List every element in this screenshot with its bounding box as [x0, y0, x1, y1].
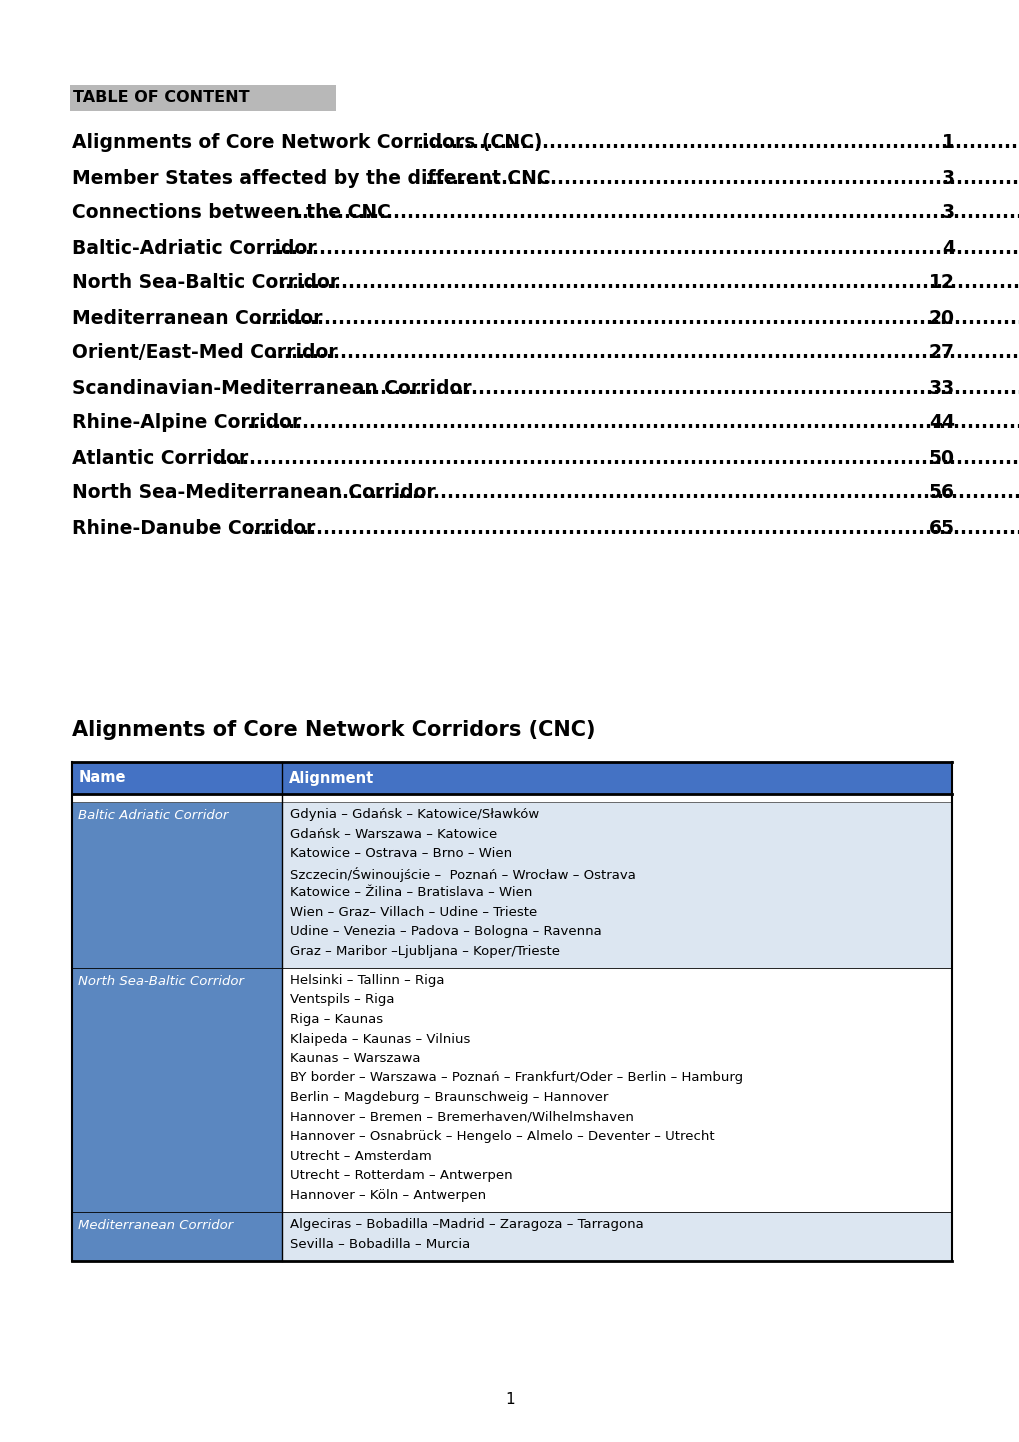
Text: ................................................................................: ........................................…: [278, 274, 1019, 293]
Text: ................................................................................: ........................................…: [294, 203, 1019, 222]
Text: ................................................................................: ........................................…: [254, 309, 1019, 327]
Text: ................................................................................: ........................................…: [246, 414, 1019, 433]
Text: Kaunas – Warszawa: Kaunas – Warszawa: [289, 1053, 420, 1066]
Text: North Sea-Mediterranean Corridor: North Sea-Mediterranean Corridor: [72, 483, 435, 502]
Text: 3: 3: [941, 169, 954, 187]
Text: Utrecht – Rotterdam – Antwerpen: Utrecht – Rotterdam – Antwerpen: [289, 1169, 513, 1182]
Bar: [281, 1211, 951, 1260]
Text: Udine – Venezia – Padova – Bologna – Ravenna: Udine – Venezia – Padova – Bologna – Rav…: [289, 924, 601, 937]
Bar: [72, 802, 281, 968]
Text: Riga – Kaunas: Riga – Kaunas: [289, 1012, 383, 1027]
Text: TABLE OF CONTENT: TABLE OF CONTENT: [73, 91, 250, 105]
Text: 1: 1: [942, 134, 954, 153]
Text: North Sea-Baltic Corridor: North Sea-Baltic Corridor: [77, 975, 244, 988]
Bar: [72, 761, 951, 795]
Text: Klaipeda – Kaunas – Vilnius: Klaipeda – Kaunas – Vilnius: [289, 1032, 470, 1045]
Text: Alignments of Core Network Corridors (CNC): Alignments of Core Network Corridors (CN…: [72, 720, 595, 740]
Bar: [281, 802, 951, 968]
Text: Hannover – Bremen – Bremerhaven/Wilhelmshaven: Hannover – Bremen – Bremerhaven/Wilhelms…: [289, 1110, 633, 1123]
Text: Helsinki – Tallinn – Riga: Helsinki – Tallinn – Riga: [289, 973, 444, 986]
Text: Berlin – Magdeburg – Braunschweig – Hannover: Berlin – Magdeburg – Braunschweig – Hann…: [289, 1092, 607, 1105]
Text: Katowice – Žilina – Bratislava – Wien: Katowice – Žilina – Bratislava – Wien: [289, 885, 532, 898]
Text: ................................................................................: ........................................…: [335, 483, 1019, 502]
Text: Rhine-Danube Corridor: Rhine-Danube Corridor: [72, 519, 315, 538]
Text: 20: 20: [928, 309, 954, 327]
Text: ................................................................................: ........................................…: [416, 134, 1019, 153]
Text: Utrecht – Amsterdam: Utrecht – Amsterdam: [289, 1149, 431, 1162]
Text: ................................................................................: ........................................…: [270, 343, 1019, 362]
Text: Orient/East-Med Corridor: Orient/East-Med Corridor: [72, 343, 337, 362]
Bar: [70, 85, 335, 111]
Text: 56: 56: [928, 483, 954, 502]
Text: 12: 12: [928, 274, 954, 293]
Text: Katowice – Ostrava – Brno – Wien: Katowice – Ostrava – Brno – Wien: [289, 846, 512, 859]
Text: Rhine-Alpine Corridor: Rhine-Alpine Corridor: [72, 414, 301, 433]
Text: 65: 65: [928, 519, 954, 538]
Text: Hannover – Köln – Antwerpen: Hannover – Köln – Antwerpen: [289, 1188, 486, 1201]
Text: North Sea-Baltic Corridor: North Sea-Baltic Corridor: [72, 274, 338, 293]
Text: Alignments of Core Network Corridors (CNC): Alignments of Core Network Corridors (CN…: [72, 134, 542, 153]
Text: Alignment: Alignment: [288, 770, 374, 786]
Text: Graz – Maribor –Ljubljana – Koper/Trieste: Graz – Maribor –Ljubljana – Koper/Triest…: [289, 945, 559, 957]
Text: ................................................................................: ........................................…: [270, 238, 1019, 258]
Text: Mediterranean Corridor: Mediterranean Corridor: [72, 309, 322, 327]
Text: Mediterranean Corridor: Mediterranean Corridor: [77, 1218, 233, 1231]
Text: Gdynia – Gdańsk – Katowice/Sławków: Gdynia – Gdańsk – Katowice/Sławków: [289, 808, 539, 820]
Text: 33: 33: [928, 378, 954, 398]
Text: Szczecin/Świnoujście –  Poznań – Wrocław – Ostrava: Szczecin/Świnoujście – Poznań – Wrocław …: [289, 867, 635, 881]
Text: Scandinavian-Mediterranean Corridor: Scandinavian-Mediterranean Corridor: [72, 378, 471, 398]
Bar: [72, 968, 281, 1211]
Bar: [72, 1211, 281, 1260]
Text: Connections between the CNC: Connections between the CNC: [72, 203, 390, 222]
Text: Gdańsk – Warszawa – Katowice: Gdańsk – Warszawa – Katowice: [289, 828, 497, 841]
Text: Baltic-Adriatic Corridor: Baltic-Adriatic Corridor: [72, 238, 316, 258]
Bar: [281, 968, 951, 1211]
Text: BY border – Warszawa – Poznań – Frankfurt/Oder – Berlin – Hamburg: BY border – Warszawa – Poznań – Frankfur…: [289, 1071, 743, 1084]
Text: 27: 27: [928, 343, 954, 362]
Text: Wien – Graz– Villach – Udine – Trieste: Wien – Graz– Villach – Udine – Trieste: [289, 906, 537, 919]
Text: 50: 50: [928, 448, 954, 467]
Text: ................................................................................: ........................................…: [424, 169, 1019, 187]
Text: Atlantic Corridor: Atlantic Corridor: [72, 448, 248, 467]
Text: Hannover – Osnabrück – Hengelo – Almelo – Deventer – Utrecht: Hannover – Osnabrück – Hengelo – Almelo …: [289, 1131, 714, 1144]
Text: ................................................................................: ........................................…: [214, 448, 1019, 467]
Text: Sevilla – Bobadilla – Murcia: Sevilla – Bobadilla – Murcia: [289, 1237, 470, 1250]
Bar: [72, 795, 951, 802]
Text: 44: 44: [928, 414, 954, 433]
Text: Name: Name: [78, 770, 126, 786]
Text: 4: 4: [942, 238, 954, 258]
Text: 3: 3: [941, 203, 954, 222]
Text: 1: 1: [504, 1393, 515, 1407]
Text: Member States affected by the different CNC: Member States affected by the different …: [72, 169, 550, 187]
Text: Baltic Adriatic Corridor: Baltic Adriatic Corridor: [77, 809, 228, 822]
Text: Algeciras – Bobadilla –Madrid – Zaragoza – Tarragona: Algeciras – Bobadilla –Madrid – Zaragoza…: [289, 1218, 643, 1231]
Text: Ventspils – Riga: Ventspils – Riga: [289, 994, 394, 1007]
Text: ................................................................................: ........................................…: [359, 378, 1019, 398]
Text: ................................................................................: ........................................…: [246, 519, 1019, 538]
